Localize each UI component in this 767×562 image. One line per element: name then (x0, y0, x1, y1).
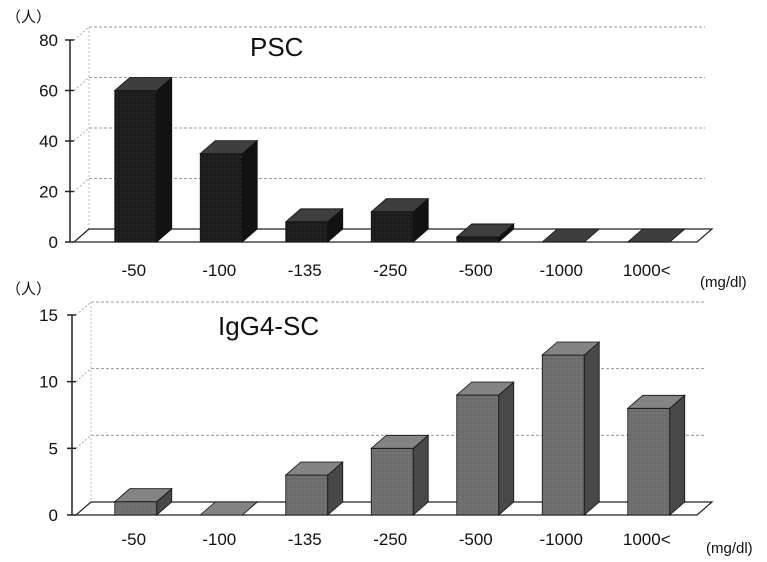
psc-bar-top (370, 198, 430, 213)
psc-bar (455, 223, 515, 243)
psc-bar-top (455, 223, 515, 238)
igg4sc-x-ticks: -50 -100 -135 -250 -500 -1000 1000< (121, 530, 670, 549)
igg4sc-title: IgG4-SC (218, 311, 319, 341)
igg4sc-bar (113, 487, 173, 516)
psc-bar-texture (114, 90, 157, 242)
psc-grid-diagonal (73, 26, 90, 41)
igg4sc-bar-side (498, 381, 515, 516)
igg4sc-x-tick-label: -50 (121, 530, 146, 549)
igg4sc-bar (541, 341, 601, 516)
psc-x-tick-label: 1000< (623, 261, 671, 280)
psc-x-tick-label: -1000 (540, 261, 583, 280)
psc-y-ticks: 0 20 40 60 80 (39, 31, 74, 252)
psc-y-tick-label: 0 (49, 233, 58, 252)
psc-x-tick-label: -500 (459, 261, 493, 280)
psc-x-tick-label: -50 (121, 261, 146, 280)
psc-x-ticks: -50 -100 -135 -250 -500 -1000 1000< (121, 261, 670, 280)
psc-bar-top (199, 140, 259, 155)
psc-bar-top (626, 228, 686, 243)
chart-psc: （人） PSC 0 20 40 60 80 -50 -100 -135 -250 -500 -10… (6, 9, 747, 291)
igg4sc-bar (455, 381, 515, 516)
psc-x-tick-label: -135 (288, 261, 322, 280)
psc-y-tick-label: 40 (39, 132, 58, 151)
igg4sc-bar-side (583, 341, 600, 516)
igg4sc-y-ticks: 0 5 10 15 (39, 306, 76, 525)
psc-bar (113, 76, 173, 243)
psc-bar-top (541, 228, 601, 243)
igg4sc-bar (626, 394, 686, 516)
igg4sc-bar-texture (627, 408, 670, 515)
igg4sc-x-tick-label: -135 (288, 530, 322, 549)
igg4sc-x-tick-label: -1000 (540, 530, 583, 549)
igg4sc-x-tick-label: -250 (373, 530, 407, 549)
igg4sc-bar-top (284, 461, 344, 476)
psc-bar (541, 228, 601, 243)
igg4sc-bar-texture (285, 475, 328, 515)
igg4sc-bar-texture (456, 395, 499, 515)
psc-bar-side (156, 76, 173, 243)
igg4sc-grid-diagonal (75, 301, 92, 316)
igg4sc-y-tick-label: 5 (49, 439, 58, 458)
igg4sc-y-tick-label: 0 (49, 506, 58, 525)
psc-bar-texture (285, 221, 328, 242)
igg4sc-y-unit: （人） (6, 281, 51, 298)
psc-x-tick-label: -100 (202, 261, 236, 280)
igg4sc-bar-texture (114, 501, 157, 515)
igg4sc-bar-texture (371, 448, 414, 515)
psc-bar (626, 228, 686, 243)
igg4sc-bars (113, 341, 686, 516)
igg4sc-bar-top (113, 488, 173, 503)
igg4sc-bar (199, 501, 259, 516)
psc-y-tick-label: 20 (39, 183, 58, 202)
psc-bars (113, 76, 686, 243)
igg4sc-grid-diagonal (75, 368, 92, 383)
igg4sc-bar-top (370, 434, 430, 449)
psc-grid-diagonal (73, 178, 90, 192)
psc-bar-top (284, 208, 344, 223)
igg4sc-bar-side (669, 394, 686, 516)
psc-y-tick-label: 80 (39, 31, 58, 50)
igg4sc-bar (370, 434, 430, 516)
psc-bar (199, 139, 259, 243)
igg4sc-bar-side (412, 434, 429, 516)
igg4sc-bar-top (541, 341, 601, 356)
igg4sc-bar-texture (542, 355, 585, 515)
igg4sc-x-tick-label: 1000< (623, 530, 671, 549)
psc-bar-top (113, 77, 173, 91)
psc-x-tick-label: -250 (373, 261, 407, 280)
igg4sc-bar-top (455, 381, 515, 396)
psc-bar-texture (200, 153, 243, 242)
psc-x-unit: (mg/dl) (700, 274, 747, 291)
psc-bar-texture (456, 236, 499, 242)
igg4sc-x-unit: (mg/dl) (706, 540, 753, 557)
igg4sc-bar-top (626, 394, 686, 409)
psc-grid-diagonal (73, 127, 90, 142)
igg4sc-x-tick-label: -100 (202, 530, 236, 549)
psc-grid-diagonal (73, 77, 90, 91)
igg4sc-x-tick-label: -500 (459, 530, 493, 549)
psc-y-unit: （人） (6, 9, 51, 26)
psc-y-tick-label: 60 (39, 82, 58, 101)
chart-igg4sc: （人） IgG4-SC 0 5 10 15 -50 -100 -135 -250 -500 -1… (6, 281, 753, 557)
igg4sc-bar-top (199, 501, 259, 516)
igg4sc-y-tick-label: 10 (39, 373, 58, 392)
igg4sc-grid-diagonal (75, 434, 92, 449)
psc-title: PSC (250, 32, 303, 62)
psc-bar-texture (371, 211, 414, 242)
psc-bar (284, 207, 344, 243)
psc-bar-side (241, 139, 258, 243)
igg4sc-y-tick-label: 15 (39, 306, 58, 325)
igg4sc-bar (284, 461, 344, 516)
psc-bar (370, 197, 430, 243)
